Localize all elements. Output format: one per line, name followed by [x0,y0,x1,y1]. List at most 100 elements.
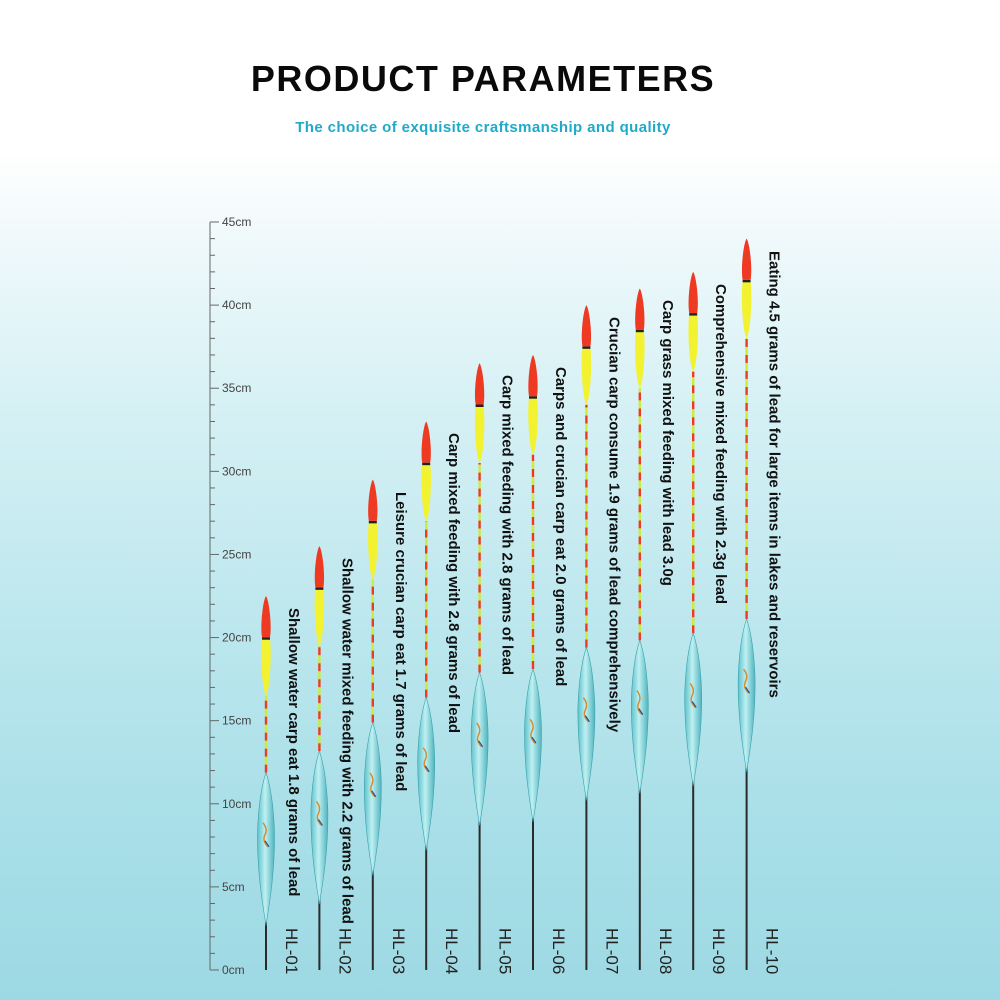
float-3 [363,479,382,970]
float-body-decoration [478,740,484,748]
float-body-decoration [689,683,696,708]
float-tip-red [421,421,431,463]
float-tip-yellow [635,331,645,389]
float-tip-yellow [581,348,592,405]
float-body [470,671,489,826]
float-body [630,639,649,794]
float-tip-divider [689,313,698,316]
float-body-decoration [582,697,589,723]
float-description: Comprehensive mixed feeding with 2.3g le… [712,283,730,604]
float-tip-red [581,305,592,347]
float-model-label: HL-09 [709,928,729,975]
float-tip-divider [315,587,324,590]
float-2 [310,546,329,970]
measurement-ruler: 0cm 5cm 10cm 15cm 20cm 25cm 30cm 35cm 40cm 45cm [209,215,251,977]
float-body-decoration [743,668,750,694]
float-body [524,668,542,822]
float-tip-red [474,363,485,405]
float-body-decoration [584,715,590,723]
float-model-label: HL-10 [762,928,782,975]
float-tip-divider [262,637,270,640]
float-description: Eating 4.5 grams of lead for large items… [765,250,783,698]
float-body-decoration [424,765,430,773]
float-1 [257,596,275,970]
float-body-decoration [691,701,697,708]
ruler-tick-label: 20cm [222,631,251,645]
float-tip-divider [582,346,591,349]
ruler-tick-label: 10cm [222,797,251,811]
ruler-tick-label: 25cm [222,547,251,561]
float-tip-yellow [261,639,271,696]
float-body [417,696,436,851]
float-tip-divider [368,520,377,524]
float-description: Carps and crucian carp eat 2.0 grams of … [552,366,569,687]
float-tip-red [741,238,752,280]
float-model-label: HL-04 [442,928,462,975]
float-tip-red [368,479,378,521]
float-body-decoration [317,819,323,826]
float-6 [524,354,542,970]
float-tip-yellow [688,315,698,372]
float-tip-red [528,354,538,397]
float-body-decoration [371,790,377,798]
ruler-tick-label: 30cm [222,464,251,478]
float-tip-divider [422,462,431,466]
float-body-decoration [636,690,643,716]
float-model-label: HL-06 [549,928,568,975]
float-body [363,721,382,876]
float-body-decoration [745,686,751,694]
float-model-label: HL-07 [602,928,622,975]
float-4 [417,421,436,970]
float-8 [630,288,649,970]
float-tip-divider [742,279,751,283]
float-body [737,618,756,772]
float-model-label: HL-08 [655,928,675,975]
float-body [577,646,596,801]
float-5 [470,363,489,970]
float-description: Leisure crucian carp eat 1.7 grams of le… [391,491,409,791]
ruler-tick-label: 35cm [222,381,251,395]
float-body-decoration [638,708,644,715]
float-body [684,632,703,787]
float-7 [577,305,596,970]
float-model-label: HL-03 [388,928,408,975]
float-description: Shallow water carp eat 1.8 grams of lead [285,608,302,897]
float-tip-yellow [528,398,538,455]
float-description: Shallow water mixed feeding with 2.2 gra… [338,558,356,925]
ruler-tick-label: 15cm [222,714,251,728]
float-body-decoration [476,722,483,748]
float-tip-yellow [421,464,431,522]
float-tip-yellow [314,589,325,646]
float-tip-divider [635,329,644,333]
float-body [310,750,329,905]
float-body-decoration [422,747,429,773]
float-body-decoration [529,718,536,744]
float-tip-divider [529,396,537,399]
float-tip-divider [475,404,484,408]
ruler-tick-label: 40cm [222,298,251,312]
float-description: Crucian carp consume 1.9 grams of lead c… [605,317,623,733]
float-body-decoration [262,822,269,848]
float-description: Carp grass mixed feeding with lead 3.0g [658,300,676,587]
float-tip-yellow [474,406,485,464]
page-title: PRODUCT PARAMETERS [250,58,716,99]
float-tip-red [314,546,325,588]
float-tip-yellow [368,522,378,580]
page-subtitle: The choice of exquisite craftsmanship an… [295,119,671,136]
float-body-decoration [369,772,376,798]
float-description: Carp mixed feeding with 2.8 grams of lea… [445,433,463,734]
float-body-decoration [315,800,322,826]
float-tip-yellow [741,281,752,339]
float-model-label: HL-01 [282,928,301,975]
float-model-label: HL-05 [495,928,515,975]
float-body-decoration [264,840,270,848]
ruler-tick-label: 0cm [222,963,245,977]
float-tip-red [261,596,271,638]
float-tip-red [688,271,698,314]
float-body-decoration [531,736,537,744]
float-model-label: HL-02 [335,928,355,975]
float-9 [684,271,703,970]
float-tip-red [635,288,645,330]
ruler-tick-label: 45cm [222,215,251,229]
